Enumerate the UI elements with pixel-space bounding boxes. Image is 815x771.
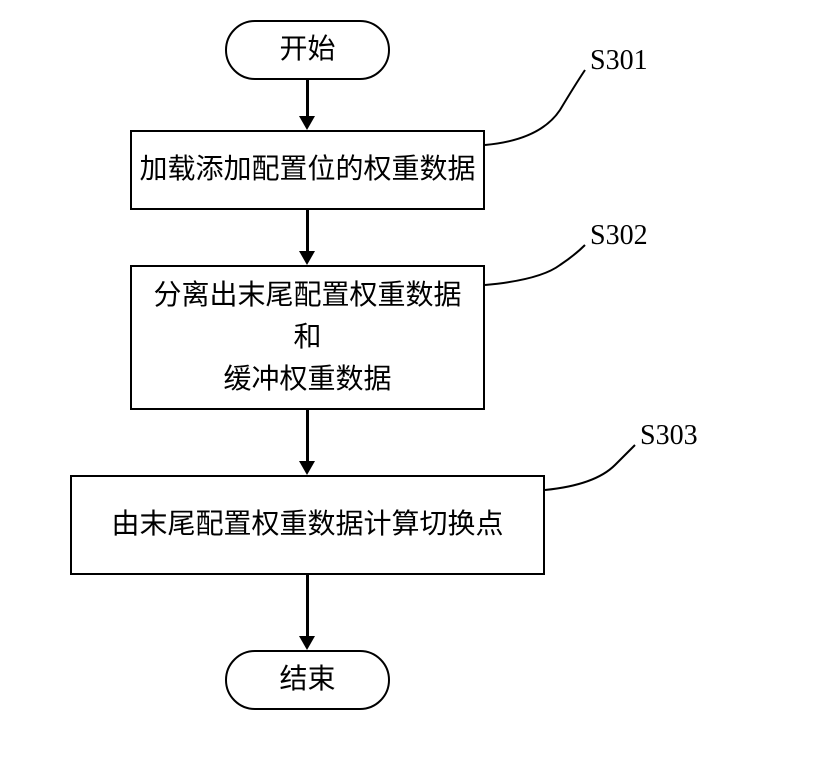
arrow-4-head <box>299 636 315 650</box>
end-text: 结束 <box>279 659 335 701</box>
arrow-4-line <box>306 575 309 636</box>
start-node: 开始 <box>225 20 390 80</box>
step2-node: 分离出末尾配置权重数据 和 缓冲权重数据 <box>130 265 485 410</box>
label-s303: S303 <box>640 420 698 452</box>
flowchart-container: 开始 加载添加配置位的权重数据 分离出末尾配置权重数据 和 缓冲权重数据 由末尾… <box>0 0 815 771</box>
arrow-3-head <box>299 461 315 475</box>
end-node: 结束 <box>225 650 390 710</box>
label-s302: S302 <box>590 220 648 252</box>
arrow-2-head <box>299 251 315 265</box>
arrow-1-head <box>299 116 315 130</box>
step3-text: 由末尾配置权重数据计算切换点 <box>111 504 503 546</box>
step1-text: 加载添加配置位的权重数据 <box>139 149 475 191</box>
step3-node: 由末尾配置权重数据计算切换点 <box>70 475 545 575</box>
step1-node: 加载添加配置位的权重数据 <box>130 130 485 210</box>
step2-text: 分离出末尾配置权重数据 和 缓冲权重数据 <box>153 275 461 401</box>
arrow-2-line <box>306 210 309 251</box>
arrow-3-line <box>306 410 309 461</box>
label-s301: S301 <box>590 45 648 77</box>
start-text: 开始 <box>279 29 335 71</box>
arrow-1-line <box>306 80 309 116</box>
